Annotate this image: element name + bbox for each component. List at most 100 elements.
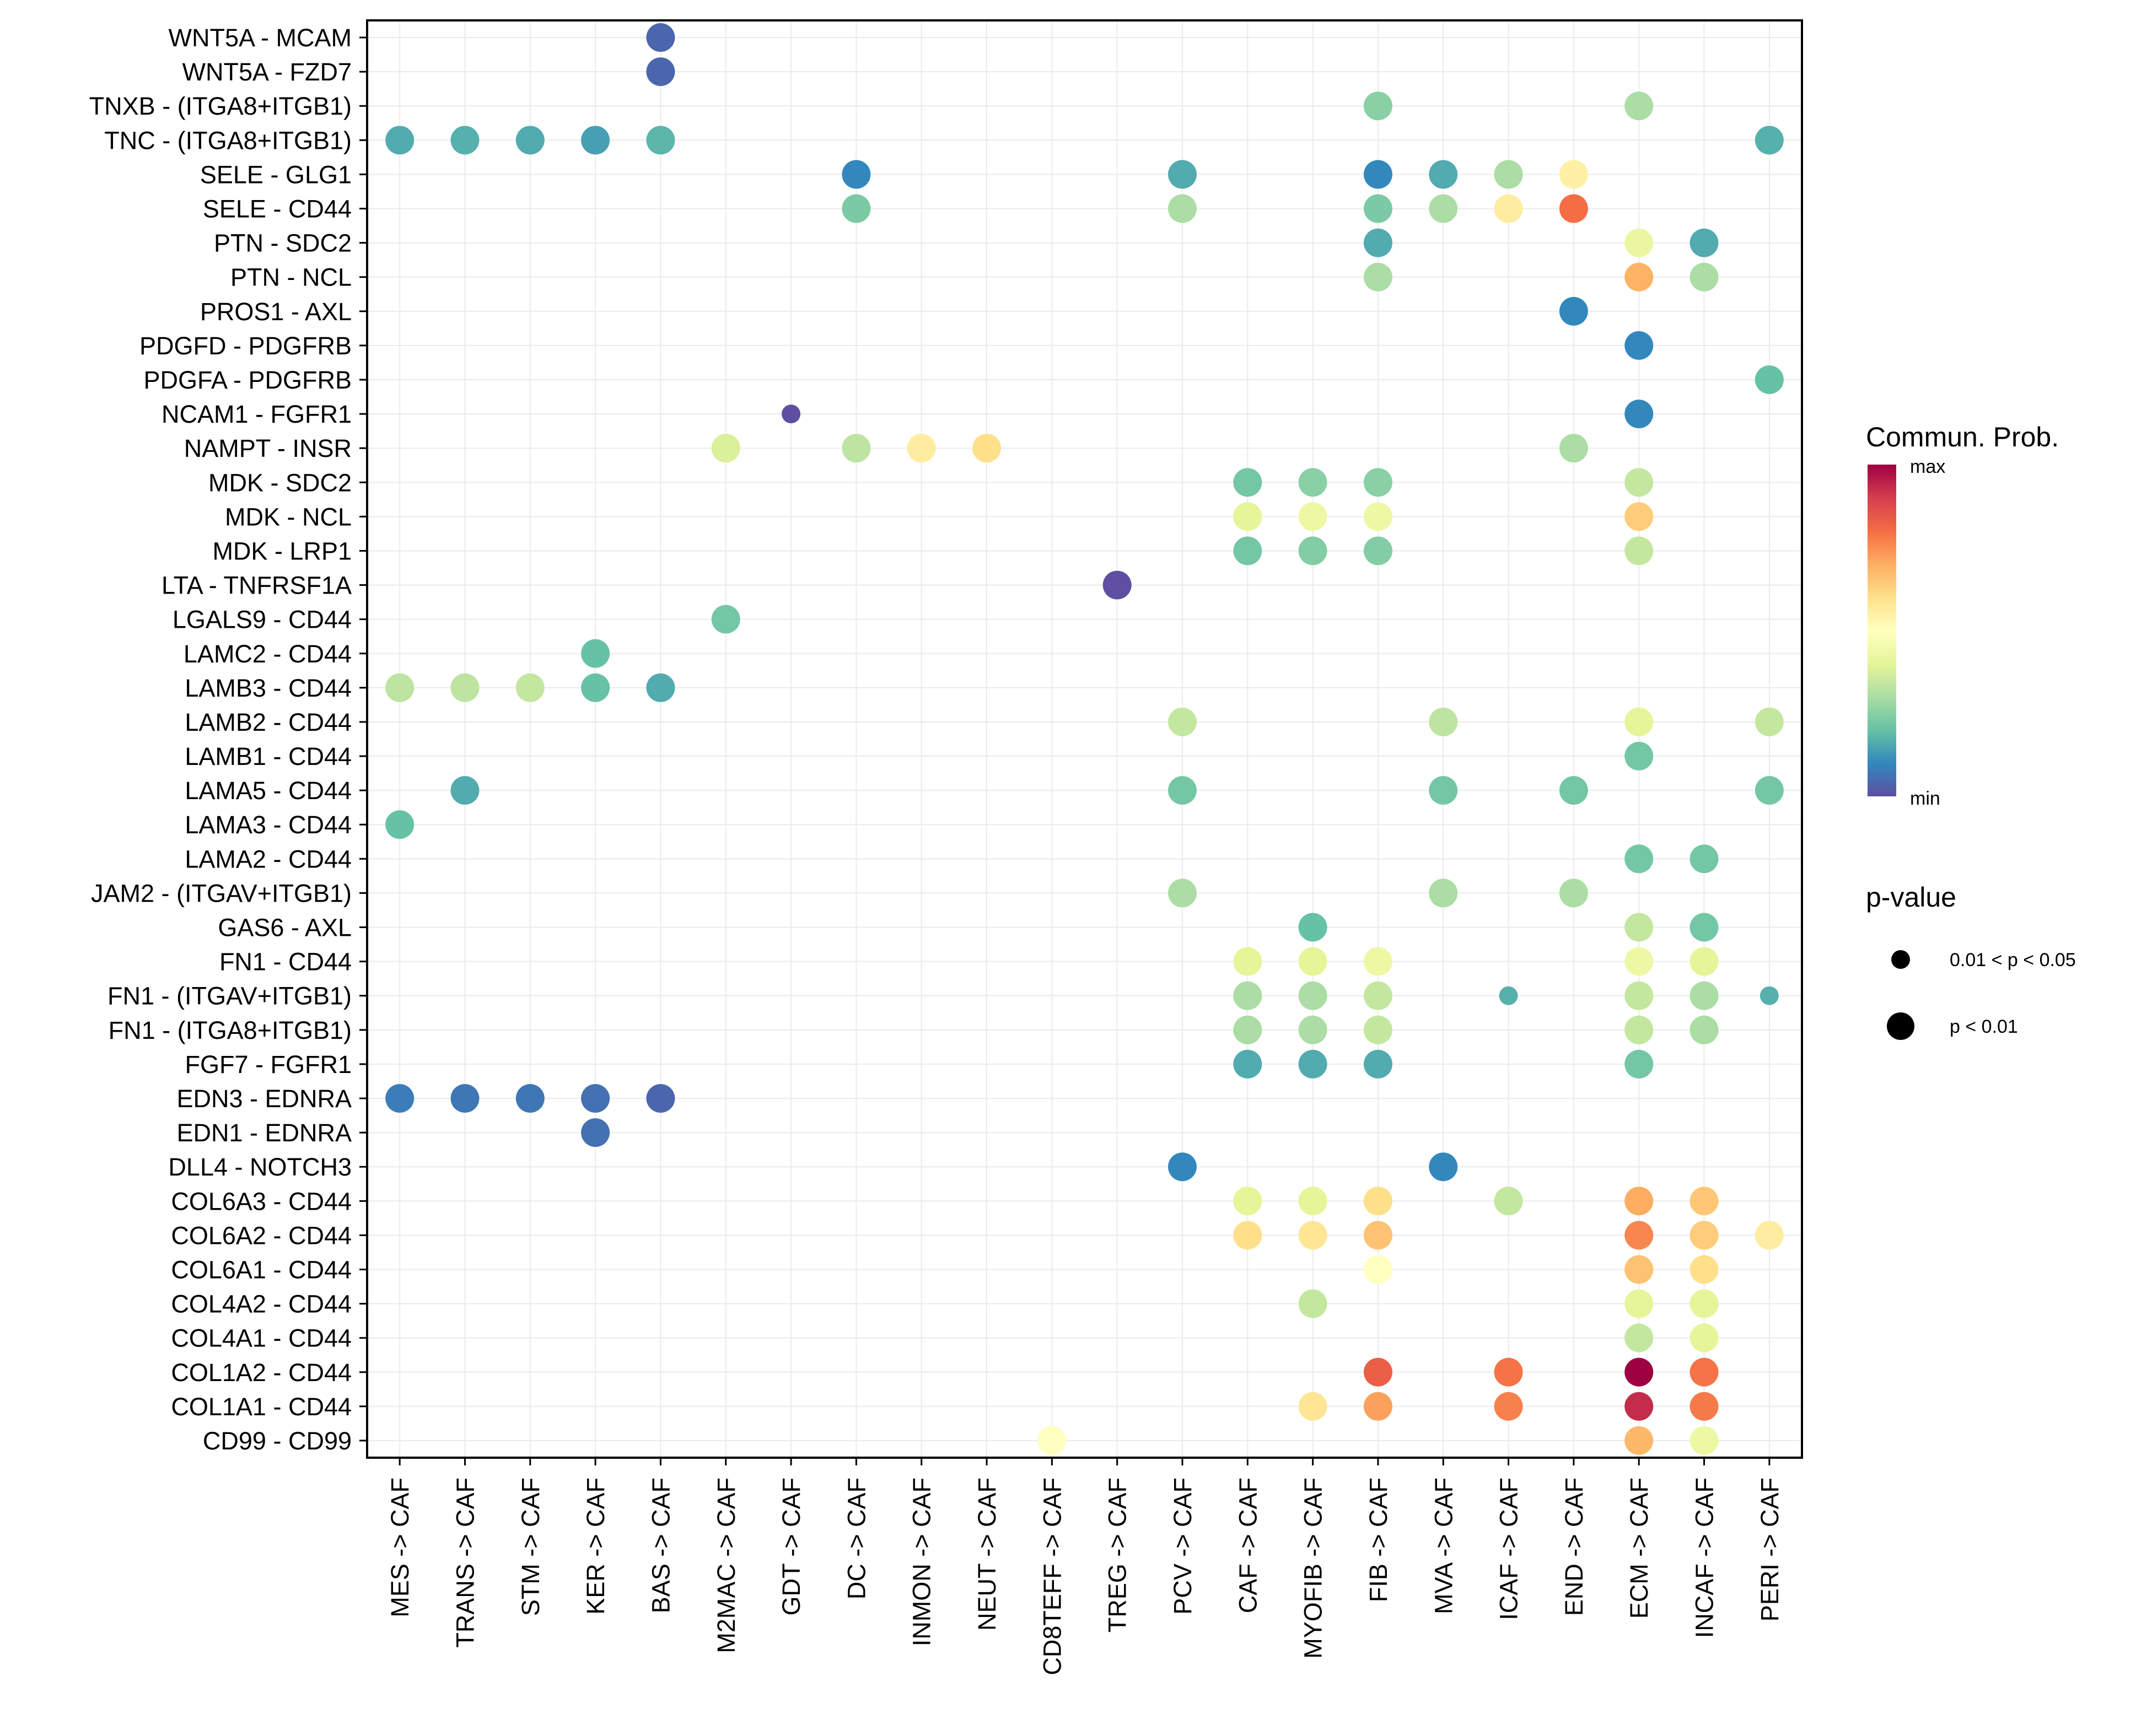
pvalue-legend-title: p-value [1866, 882, 1956, 913]
y-tick-label: TNXB - (ITGA8+ITGB1) [89, 92, 352, 120]
data-point [1298, 1015, 1327, 1044]
data-point [1298, 1221, 1327, 1250]
data-point [711, 605, 740, 634]
y-tick-label: COL6A3 - CD44 [171, 1187, 352, 1215]
data-point [450, 1084, 480, 1113]
data-point [1624, 913, 1654, 942]
data-point [1755, 126, 1784, 155]
y-tick-label: COL6A2 - CD44 [171, 1221, 352, 1249]
data-point [1755, 365, 1784, 394]
data-point [1624, 1255, 1654, 1284]
data-point [1624, 981, 1654, 1010]
data-point [711, 434, 740, 463]
data-point [1755, 707, 1784, 736]
x-tick-label: END -> CAF [1560, 1478, 1588, 1616]
data-point [1690, 1426, 1719, 1455]
data-point [1233, 502, 1262, 531]
data-point [1624, 536, 1654, 565]
data-point [1363, 1015, 1392, 1044]
data-point [1233, 1221, 1262, 1250]
data-point [1624, 1392, 1654, 1421]
y-tick-label: FGF7 - FGFR1 [185, 1050, 352, 1079]
data-point [1429, 776, 1458, 805]
x-tick-label: DC -> CAF [842, 1478, 870, 1599]
data-point [1624, 331, 1654, 360]
data-point [1167, 1152, 1197, 1182]
data-point [1363, 228, 1392, 257]
data-point [1624, 468, 1654, 497]
y-tick-label: LAMB1 - CD44 [185, 742, 352, 770]
data-point [1167, 707, 1197, 736]
data-point [1363, 160, 1392, 189]
x-tick-label: GDT -> CAF [777, 1478, 805, 1615]
data-point [1624, 1049, 1654, 1079]
data-point [1690, 1289, 1719, 1318]
y-tick-label: GAS6 - AXL [218, 914, 352, 942]
data-point [581, 639, 610, 668]
data-point [1298, 1392, 1327, 1421]
y-tick-label: LAMB2 - CD44 [185, 708, 352, 736]
data-point [907, 434, 936, 463]
data-point [1233, 468, 1262, 497]
x-tick-label: CAF -> CAF [1234, 1478, 1262, 1613]
y-tick-label: PROS1 - AXL [200, 298, 352, 326]
data-point [1559, 194, 1588, 223]
x-tick-label: ECM -> CAF [1625, 1478, 1653, 1619]
data-point [1429, 878, 1458, 908]
x-tick-label: M2MAC -> CAF [712, 1478, 740, 1653]
data-point [1624, 400, 1654, 429]
data-point [1037, 1426, 1067, 1455]
data-point [1429, 1152, 1458, 1182]
data-point [1298, 1289, 1327, 1318]
data-point [1298, 981, 1327, 1010]
color-legend-title: Commun. Prob. [1866, 422, 2059, 452]
x-tick-label: PERI -> CAF [1756, 1478, 1784, 1621]
plot-panel-background [367, 20, 1802, 1458]
x-tick-label: NEUT -> CAF [973, 1478, 1001, 1631]
data-point [1690, 262, 1719, 292]
data-point [1690, 981, 1719, 1010]
data-point [1298, 1049, 1327, 1079]
x-tick-label: CD8TEFF -> CAF [1038, 1478, 1066, 1675]
y-tick-label: LGALS9 - CD44 [173, 606, 352, 634]
data-point [450, 673, 480, 702]
y-tick-label: WNT5A - FZD7 [182, 58, 352, 86]
data-point [1363, 194, 1392, 223]
data-point [1363, 1221, 1392, 1250]
data-point [646, 673, 675, 702]
data-point [1429, 194, 1458, 223]
x-tick-label: FIB -> CAF [1364, 1478, 1392, 1602]
data-point [972, 434, 1002, 463]
plot-panel-border [366, 19, 1803, 1459]
data-point [385, 126, 415, 155]
x-axis: MES -> CAF TRANS -> CAF STM -> CAF KER -> C… [386, 1458, 1784, 1675]
data-point [842, 194, 871, 223]
y-tick-label: LAMA2 - CD44 [185, 845, 352, 873]
data-point [1624, 228, 1654, 257]
data-point [1559, 296, 1588, 326]
data-point [1690, 1323, 1719, 1352]
color-legend-min-label: min [1910, 788, 1940, 809]
data-point [581, 1084, 610, 1113]
y-tick-label: PTN - NCL [230, 263, 352, 292]
x-tick-label: TREG -> CAF [1104, 1478, 1132, 1632]
data-point [1363, 502, 1392, 531]
data-point [1233, 1049, 1262, 1079]
x-tick-label: ICAF -> CAF [1495, 1478, 1523, 1620]
y-tick-label: COL4A1 - CD44 [171, 1324, 352, 1352]
data-point [581, 1118, 610, 1147]
y-tick-label: EDN3 - EDNRA [176, 1085, 352, 1113]
data-point [1429, 160, 1458, 189]
data-point [1494, 1187, 1523, 1216]
x-tick-label: INMON -> CAF [908, 1478, 936, 1646]
y-tick-label: NCAM1 - FGFR1 [162, 400, 352, 428]
data-point [1624, 707, 1654, 736]
x-tick-label: MES -> CAF [386, 1478, 414, 1618]
y-tick-label: FN1 - CD44 [219, 948, 352, 976]
y-tick-label: COL4A2 - CD44 [171, 1290, 352, 1318]
data-point [1363, 468, 1392, 497]
y-tick-label: SELE - GLG1 [200, 160, 352, 188]
y-tick-label: FN1 - (ITGAV+ITGB1) [107, 982, 352, 1010]
data-point [1298, 947, 1327, 976]
y-tick-label: LAMC2 - CD44 [184, 640, 352, 668]
